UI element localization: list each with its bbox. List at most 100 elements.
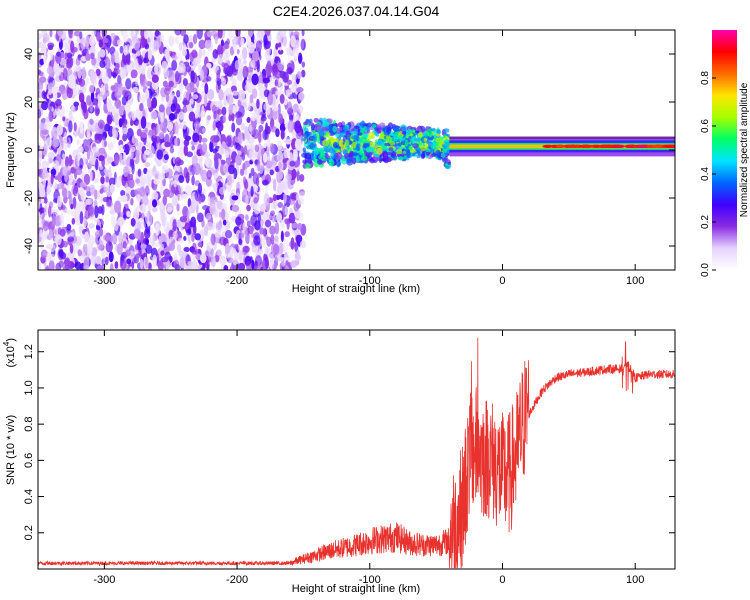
spectrogram-cell xyxy=(387,157,394,162)
spectrogram-cell xyxy=(69,231,75,237)
spectrogram-cell xyxy=(142,78,148,92)
snr-panel: -300 -200 -100 0 100 0.2 0.4 0.6 0.8 1.0 1.2 Heig… xyxy=(2,329,676,595)
snr-ytick-label: 1.0 xyxy=(23,380,35,395)
spectrogram-cell xyxy=(342,148,348,155)
spectrogram-cell xyxy=(353,125,360,129)
spectrogram-cell xyxy=(232,257,239,266)
spectrogram-cell xyxy=(55,234,62,246)
spectrogram-cell xyxy=(145,244,153,254)
spectrogram-cell xyxy=(122,133,128,142)
spectrogram-cell xyxy=(114,261,119,269)
spectrogram-cell xyxy=(412,143,420,149)
spectrogram-cell xyxy=(42,250,48,257)
spectrogram-cell xyxy=(290,83,297,93)
spectrogram-cell xyxy=(185,65,192,73)
spectrogram-cell xyxy=(269,143,275,154)
spectrogram-cell xyxy=(161,215,166,227)
spectrogram-cell xyxy=(216,69,221,82)
spectrogram-cell xyxy=(72,149,79,160)
spectrogram-cell xyxy=(165,50,170,62)
spectrogram-cell xyxy=(286,79,292,85)
spectrogram-cell xyxy=(119,260,127,270)
spectrogram-cell xyxy=(66,86,73,99)
snr-multiplier-base: (x10 xyxy=(5,346,17,367)
spectrogram-cell xyxy=(139,221,146,230)
spectrogram-cell xyxy=(304,162,311,169)
spectrogram-cell xyxy=(98,227,104,237)
spectrogram-cell xyxy=(199,253,207,264)
spectrogram-cell xyxy=(38,33,42,40)
spectrogram-cell xyxy=(38,108,42,119)
spectrogram-cell xyxy=(172,218,177,232)
spectrogram-cell xyxy=(276,151,284,163)
spectrogram-cell xyxy=(122,240,127,249)
spectrogram-cell xyxy=(48,243,56,253)
spectrogram-cell xyxy=(303,121,309,126)
spectrogram-cell xyxy=(77,201,85,213)
spectrogram-cell xyxy=(159,186,164,197)
spectrogram-cell xyxy=(82,243,88,252)
spectrogram-cell xyxy=(174,264,181,270)
spectrogram-cell xyxy=(236,48,240,55)
spectrogram-cell xyxy=(88,85,95,94)
spectrogram-cell xyxy=(47,44,54,51)
spectrogram-cell xyxy=(282,71,289,83)
spectrogram-cell xyxy=(113,82,119,94)
spectrogram-cell xyxy=(204,93,208,107)
spectrogram-cell xyxy=(85,186,91,193)
spectrogram-cell xyxy=(200,110,206,118)
spectrogram-cell xyxy=(113,219,119,232)
spectrogram-cell xyxy=(98,147,106,155)
spectrogram-cell xyxy=(78,78,86,87)
spectrogram-cell xyxy=(99,90,107,101)
spectrogram-cell xyxy=(182,100,190,106)
spectrogram-cell xyxy=(292,49,299,59)
spectrogram-cell xyxy=(43,54,47,65)
spectrogram-cell xyxy=(298,92,305,101)
spectrogram-cell xyxy=(151,110,159,120)
spectrogram-cell xyxy=(169,136,175,149)
spectrogram-cell xyxy=(322,139,330,147)
spectrogram-cell xyxy=(81,66,86,80)
spectrogram-cell xyxy=(265,63,272,76)
spectrogram-cell xyxy=(235,154,242,166)
spectrogram-cell xyxy=(103,234,111,241)
spectrogram-cell xyxy=(280,219,285,229)
spectrogram-cell xyxy=(205,176,212,187)
spectrogram-cell xyxy=(113,200,122,214)
spectrogram-cell xyxy=(240,122,246,131)
spectrogram-cell xyxy=(74,184,79,194)
spectrogram-cell xyxy=(169,146,175,154)
spectrogram-cell xyxy=(178,41,183,52)
spectrogram-cell xyxy=(205,221,214,231)
spectrogram-cell xyxy=(296,71,302,79)
spectrogram-cell xyxy=(207,115,211,121)
spectrogram-cell xyxy=(183,139,190,147)
spectrogram-cell xyxy=(441,157,448,163)
spectrogram-cell xyxy=(192,132,200,143)
spectrogram-cell xyxy=(103,140,107,148)
spectrogram-cell xyxy=(79,225,84,232)
spectrogram-cell xyxy=(130,120,134,126)
spectrogram-cell xyxy=(139,203,147,214)
spectrogram-cell xyxy=(121,95,127,106)
spectrogram-cell xyxy=(318,155,323,160)
spectrogram-cell xyxy=(151,97,158,109)
spectrogram-cell xyxy=(107,156,114,164)
spectrogram-cell xyxy=(268,225,277,235)
spectrogram-cell xyxy=(39,229,43,237)
spectrogram-cell xyxy=(191,145,195,151)
spectrogram-cell xyxy=(183,167,189,179)
spectrogram-cell xyxy=(220,39,225,47)
spectrogram-cell xyxy=(154,30,160,37)
spectrogram-cell xyxy=(243,145,248,156)
spectrogram-cell xyxy=(231,78,237,86)
spectrogram-cell xyxy=(131,110,137,121)
spectrogram-cell xyxy=(62,67,68,81)
spectrogram-cell xyxy=(212,49,219,59)
spectrogram-cell xyxy=(263,102,270,111)
snr-y-axis-label: SNR (10 * v/v) xyxy=(5,415,17,485)
spectrogram-cell xyxy=(408,145,413,151)
spectrogram-cell xyxy=(46,252,52,262)
snr-ytick-label: 0.2 xyxy=(23,525,35,540)
